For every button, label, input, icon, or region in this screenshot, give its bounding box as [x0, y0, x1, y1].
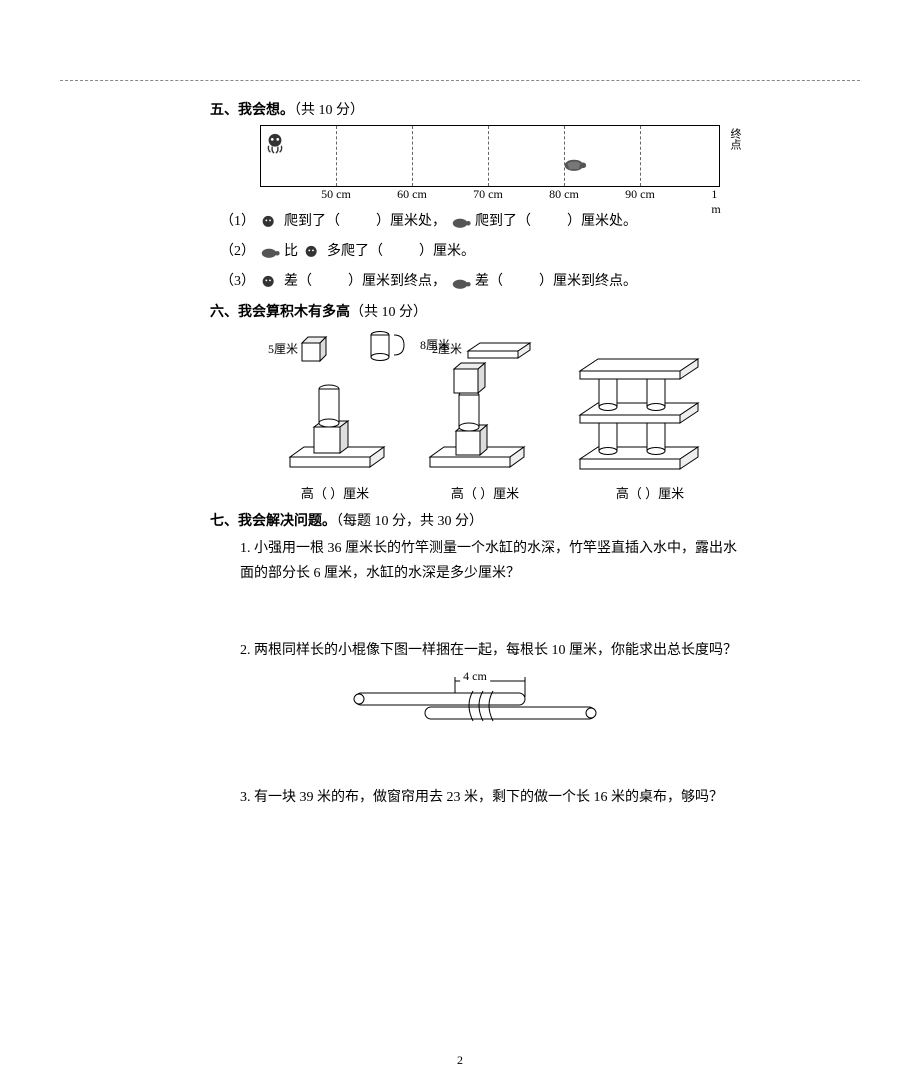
ruler-label: 1 m [711, 187, 720, 217]
section5-title-text: 五、我会想。 [210, 103, 294, 118]
header-dash-rule [60, 80, 860, 81]
ruler-figure: 终点 50 cm 60 cm 70 cm 80 cm 90 cm 1 m [260, 125, 740, 203]
stack2 [430, 363, 524, 467]
stack3 [580, 359, 698, 469]
ruler-label: 60 cm [397, 187, 427, 202]
q2-text3: ）厘米。 [419, 244, 475, 259]
section6-title: 六、我会算积木有多高（共 10 分） [210, 301, 740, 321]
blocks-figure: 5厘米 8厘米 2厘米 [260, 329, 740, 479]
ruler-track: 终点 [260, 125, 720, 187]
q2-prefix: （2） [220, 244, 255, 259]
ruler-label: 70 cm [473, 187, 503, 202]
section6-title-text: 六、我会算积木有多高 [210, 305, 350, 320]
q1-text3: 爬到了（ [475, 214, 531, 229]
q3-text3: 差（ [475, 274, 503, 289]
ruler-label: 80 cm [549, 187, 579, 202]
ruler-tick [336, 126, 337, 186]
legend-cube-icon [302, 337, 326, 361]
height-label-1: 高（ ）厘米 [260, 483, 410, 502]
q3-prefix: （3） [220, 274, 255, 289]
section7-title: 七、我会解决问题。（每题 10 分，共 30 分） [210, 510, 740, 530]
workspace-blank [210, 741, 740, 781]
legend-slab-icon [468, 343, 530, 358]
q3-text2: ）厘米到终点， [348, 274, 446, 289]
legend-cube-label: 5厘米 [268, 342, 298, 356]
sticks-dim-label: 4 cm [460, 669, 490, 684]
ruler-label: 50 cm [321, 187, 351, 202]
page: 五、我会想。（共 10 分） 终点 50 cm 60 cm 70 [0, 0, 920, 810]
octopus-icon [259, 274, 281, 290]
stack1 [290, 385, 384, 467]
ruler-tick [488, 126, 489, 186]
blocks-height-labels: 高（ ）厘米 高（ ）厘米 高（ ）厘米 [260, 483, 740, 502]
height-label-3: 高（ ）厘米 [560, 483, 740, 502]
section7-q1: 1. 小强用一根 36 厘米长的竹竿测量一个水缸的水深，竹竿竖直插入水中，露出水… [240, 536, 740, 586]
q1-prefix: （1） [220, 214, 255, 229]
q1-text4: ）厘米处。 [567, 214, 637, 229]
workspace-blank [210, 594, 740, 634]
section6-points: （共 10 分） [350, 305, 427, 320]
ruler-tick [412, 126, 413, 186]
content-area: 五、我会想。（共 10 分） 终点 50 cm 60 cm 70 [210, 99, 740, 810]
turtle-icon [560, 156, 588, 174]
octopus-icon [264, 132, 286, 154]
q3-text: 差（ [284, 274, 312, 289]
section7-q3: 3. 有一块 39 米的布，做窗帘用去 23 米，剩下的做一个长 16 米的桌布… [240, 785, 740, 810]
section5-points: （共 10 分） [294, 103, 364, 118]
ruler-labels: 50 cm 60 cm 70 cm 80 cm 90 cm 1 m [260, 187, 720, 203]
section7-points: （每题 10 分，共 30 分） [336, 514, 483, 529]
turtle-icon [450, 274, 472, 290]
q2-text2: 多爬了（ [327, 244, 383, 259]
legend-slab-label: 2厘米 [432, 342, 462, 356]
section5-q3: （3） 差（ ）厘米到终点， 差（ ）厘米到终点。 [220, 269, 740, 294]
q1-text: 爬到了（ [284, 214, 340, 229]
section7-title-text: 七、我会解决问题。 [210, 514, 336, 529]
turtle-icon [259, 244, 281, 260]
q3-text4: ）厘米到终点。 [539, 274, 637, 289]
section5-q2: （2） 比 多爬了（ ）厘米。 [220, 239, 740, 264]
octopus-icon [259, 214, 281, 230]
octopus-icon [302, 244, 324, 260]
ruler-tick [640, 126, 641, 186]
sticks-figure: 4 cm [345, 671, 605, 731]
section5-title: 五、我会想。（共 10 分） [210, 99, 740, 119]
section7-q2: 2. 两根同样长的小棍像下图一样捆在一起，每根长 10 厘米，你能求出总长度吗？ [240, 638, 740, 663]
section5-q1: （1） 爬到了（ ）厘米处， 爬到了（ ）厘米处。 [220, 209, 740, 234]
q1-text2: ）厘米处， [376, 214, 446, 229]
q2-text: 比 [284, 244, 298, 259]
height-label-2: 高（ ）厘米 [410, 483, 560, 502]
end-label: 终点 [729, 128, 740, 150]
legend-cylinder-icon [371, 331, 389, 360]
ruler-label: 90 cm [625, 187, 655, 202]
page-number: 2 [457, 1053, 463, 1068]
turtle-icon [450, 214, 472, 230]
